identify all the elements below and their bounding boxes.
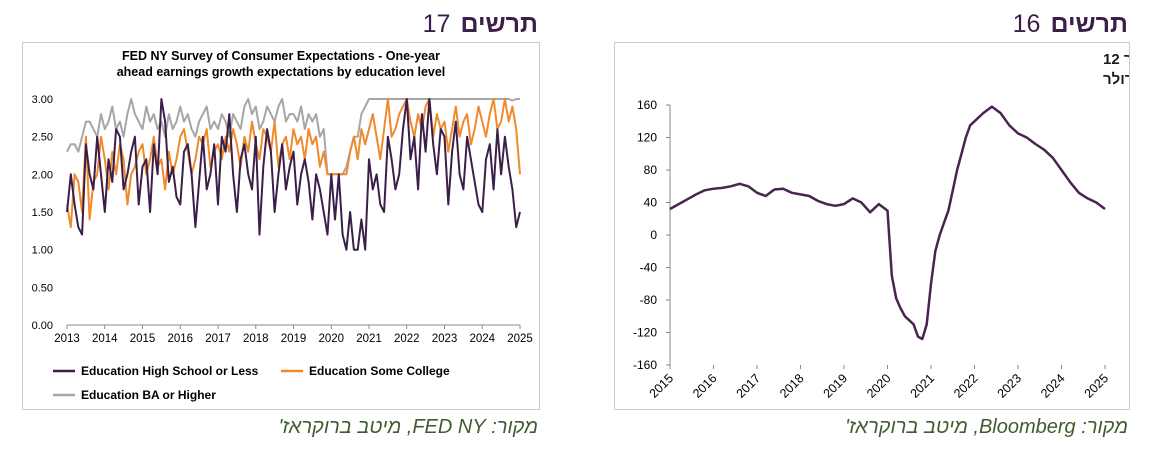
x-tick-label: 2023 [432,333,458,345]
x-tick-label: 2024 [1038,371,1068,401]
y-tick-label: 0 [650,228,657,242]
y-tick-label: -120 [633,326,657,340]
y-tick-label: -160 [633,358,657,372]
x-tick-label: 2016 [690,371,720,401]
legend-label: Education BA or Higher [81,388,216,402]
x-tick-label: 2017 [734,371,764,401]
chart-title-line: FED NY Survey of Consumer Expectations -… [122,49,440,63]
x-tick-label: 2013 [54,333,80,345]
y-tick-label: 0.50 [32,282,53,294]
figure-label-number: 17 [422,10,451,38]
x-tick-label: 2018 [243,333,269,345]
chart-title-line: ahead earnings growth expectations by ed… [117,65,446,79]
y-tick-label: 3.00 [32,94,53,106]
y-tick-label: 2.50 [32,132,53,144]
figure-label-word: תרשים [460,10,538,38]
x-tick-label: 2023 [995,371,1025,401]
x-tick-label: 2018 [777,371,807,401]
x-tick-label: 2021 [908,371,938,401]
figure-label-number: 16 [1012,10,1041,38]
y-tick-label: -80 [640,293,658,307]
x-tick-label: 2015 [130,333,156,345]
chart-title-line: חודשים, מיליארדי דולר [1103,71,1129,88]
figure-label-right: תרשים 16 [960,10,1128,39]
figure-label-word: תרשים [1050,10,1128,38]
x-tick-label: 2019 [281,333,307,345]
left-chart-panel: FED NY Survey of Consumer Expectations -… [22,42,540,410]
y-tick-label: 0.00 [32,320,53,332]
right-chart-panel: ארה"ב- אשראי שניתן בכרטיסי אשראי, מצטבר … [614,42,1130,410]
series-line [66,98,521,229]
chart-title-line: ארה"ב- אשראי שניתן בכרטיסי אשראי, מצטבר … [1103,51,1129,68]
x-tick-label: 2016 [167,333,193,345]
y-tick-label: 40 [644,196,658,210]
y-tick-label: -40 [640,261,658,275]
legend-label: Education High School or Less [81,364,259,378]
y-tick-label: 1.50 [32,207,53,219]
series-line [669,105,1106,341]
x-tick-label: 2020 [864,371,894,401]
x-tick-label: 2020 [318,333,344,345]
series-line [66,98,520,176]
x-tick-label: 2017 [205,333,231,345]
source-right: מקור: Bloomberg, מיטב ברוקראז' [845,416,1128,438]
figure-label-left: תרשים 17 [380,10,538,39]
x-tick-label: 2021 [356,333,382,345]
x-tick-label: 2022 [394,333,420,345]
y-tick-label: 120 [637,131,657,145]
y-tick-label: 1.00 [32,245,53,257]
y-tick-label: 2.00 [32,169,53,181]
legend-label: Education Some College [309,364,450,378]
y-tick-label: 160 [637,98,657,112]
x-tick-label: 2024 [469,333,495,345]
y-tick-label: 80 [644,163,658,177]
x-tick-label: 2025 [507,333,533,345]
series-line [66,98,521,251]
credit-card-credit-chart: ארה"ב- אשראי שניתן בכרטיסי אשראי, מצטבר … [633,51,1129,401]
x-tick-label: 2019 [821,371,851,401]
source-left: מקור: FED NY, מיטב ברוקראז' [278,416,538,438]
x-tick-label: 2014 [92,333,118,345]
x-tick-label: 2015 [647,371,677,401]
x-tick-label: 2022 [951,371,981,401]
x-tick-label: 2025 [1082,371,1112,401]
earnings-expectations-chart: FED NY Survey of Consumer Expectations -… [32,49,533,402]
